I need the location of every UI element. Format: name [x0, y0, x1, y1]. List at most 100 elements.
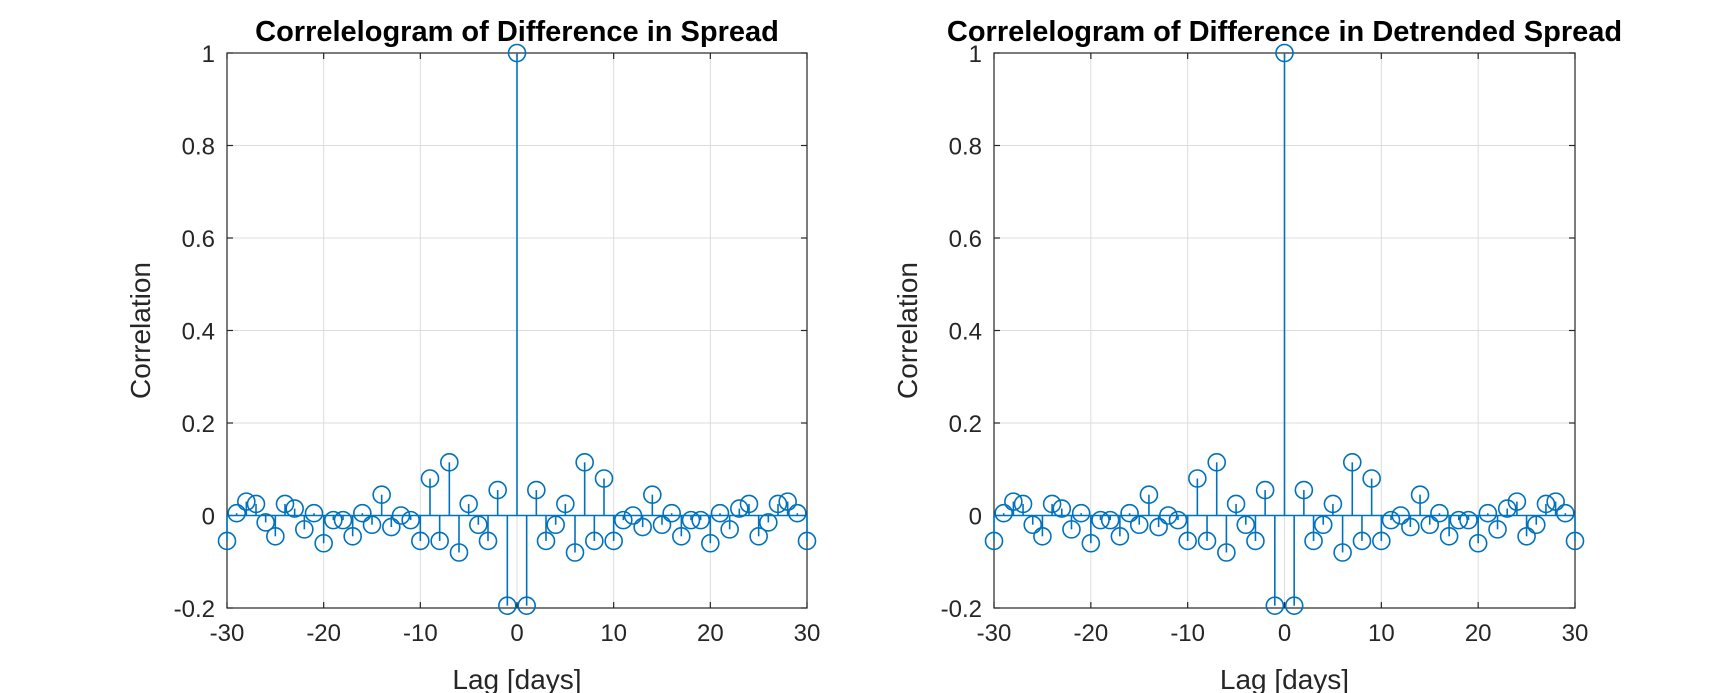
stem-marker: [343, 527, 362, 546]
stem-marker: [478, 531, 498, 551]
y-tick-label: 0.6: [182, 226, 215, 253]
stem-marker: [237, 492, 256, 511]
stem-marker: [1391, 506, 1410, 525]
stem-marker: [1565, 531, 1585, 551]
stem-marker: [1023, 515, 1043, 535]
stem-marker: [797, 531, 817, 551]
stem-marker: [1304, 531, 1323, 551]
stem-marker: [391, 506, 411, 525]
x-tick-label: 20: [697, 620, 724, 647]
x-axis-label: Lag [days]: [1220, 664, 1349, 693]
y-tick-label: 0.4: [949, 319, 982, 346]
stem-marker: [585, 531, 604, 551]
y-axis-label: Correlation: [125, 262, 156, 399]
stem-marker: [1439, 527, 1459, 546]
stem-marker: [1323, 494, 1343, 514]
stem-marker: [295, 520, 314, 539]
stem-marker: [469, 515, 488, 535]
stem-marker: [1265, 596, 1285, 615]
x-tick-label: 10: [600, 620, 627, 647]
stem-marker: [304, 503, 324, 523]
stem-marker: [778, 492, 797, 511]
stem-marker: [1459, 510, 1478, 530]
stem-marker: [1420, 515, 1440, 535]
stem-marker: [401, 510, 420, 530]
stem-marker: [517, 596, 536, 615]
stem-marker: [411, 531, 430, 551]
y-tick-label: 0.8: [949, 134, 982, 161]
x-tick-label: 30: [1562, 620, 1589, 647]
stem-marker: [1052, 499, 1072, 518]
stem-marker: [536, 531, 556, 551]
chart-title: Correlelogram of Difference in Detrended…: [947, 16, 1622, 48]
stem-marker: [527, 480, 546, 500]
stem-marker: [449, 543, 469, 562]
stem-marker: [1081, 533, 1101, 553]
stem-marker: [546, 515, 565, 535]
stem-marker: [720, 520, 739, 539]
stem-marker: [594, 469, 614, 488]
stem-marker: [1275, 43, 1294, 63]
stem-marker: [1284, 596, 1304, 615]
stem-marker: [314, 533, 333, 553]
stem-marker: [730, 499, 749, 518]
stem-marker: [1255, 480, 1275, 500]
stem-marker: [498, 596, 517, 615]
stem-marker: [1013, 494, 1033, 514]
x-tick-label: -10: [403, 620, 438, 647]
stem-marker: [1313, 515, 1333, 535]
stem-marker: [227, 503, 246, 523]
stem-marker: [1526, 515, 1546, 535]
stem-marker: [1352, 531, 1372, 551]
stem-marker: [1497, 499, 1517, 518]
stem-marker: [1294, 480, 1314, 500]
stem-marker: [333, 510, 353, 530]
stem-marker: [1120, 503, 1139, 523]
stem-marker: [691, 510, 710, 530]
stem-marker: [662, 503, 681, 523]
stem-marker: [275, 494, 295, 514]
stem-marker: [1430, 503, 1449, 523]
stem-marker: [788, 503, 807, 523]
stem-marker: [556, 494, 575, 514]
stem-marker: [1100, 510, 1120, 530]
x-tick-label: -20: [1073, 620, 1108, 647]
stem-marker: [1197, 531, 1217, 551]
stem-marker: [246, 494, 266, 514]
stem-marker: [759, 513, 778, 532]
stem-marker: [984, 531, 1004, 551]
stem-marker: [633, 517, 652, 537]
stem-marker: [739, 494, 759, 514]
stem-marker: [1178, 531, 1197, 551]
stem-marker: [1546, 492, 1565, 511]
y-tick-label: 0: [202, 504, 215, 531]
stem-marker: [681, 510, 701, 530]
stem-marker: [1188, 469, 1207, 488]
stem-marker: [1004, 492, 1023, 511]
stem-marker: [710, 503, 730, 523]
stem-marker: [575, 453, 594, 472]
stem-marker: [994, 503, 1013, 523]
stem-marker: [1149, 517, 1168, 537]
stem-marker: [1217, 543, 1236, 562]
stem-marker: [459, 494, 478, 514]
stem-marker: [1507, 492, 1527, 511]
stem-marker: [1449, 510, 1469, 530]
stem-marker: [1478, 503, 1498, 523]
stem-marker: [614, 510, 633, 530]
stem-marker: [324, 510, 343, 530]
stem-marker: [1062, 520, 1081, 539]
stem-marker: [1342, 453, 1362, 472]
stem-marker: [652, 515, 672, 535]
y-tick-label: -0.2: [174, 596, 215, 623]
stem-marker: [1410, 485, 1430, 504]
x-tick-label: 0: [1278, 620, 1291, 647]
chart-title: Correlelogram of Difference in Spread: [255, 16, 779, 48]
x-tick-label: -20: [306, 620, 341, 647]
stem-marker: [1033, 527, 1052, 546]
stem-marker: [362, 515, 382, 535]
stem-marker: [353, 503, 372, 523]
x-tick-label: -10: [1170, 620, 1205, 647]
